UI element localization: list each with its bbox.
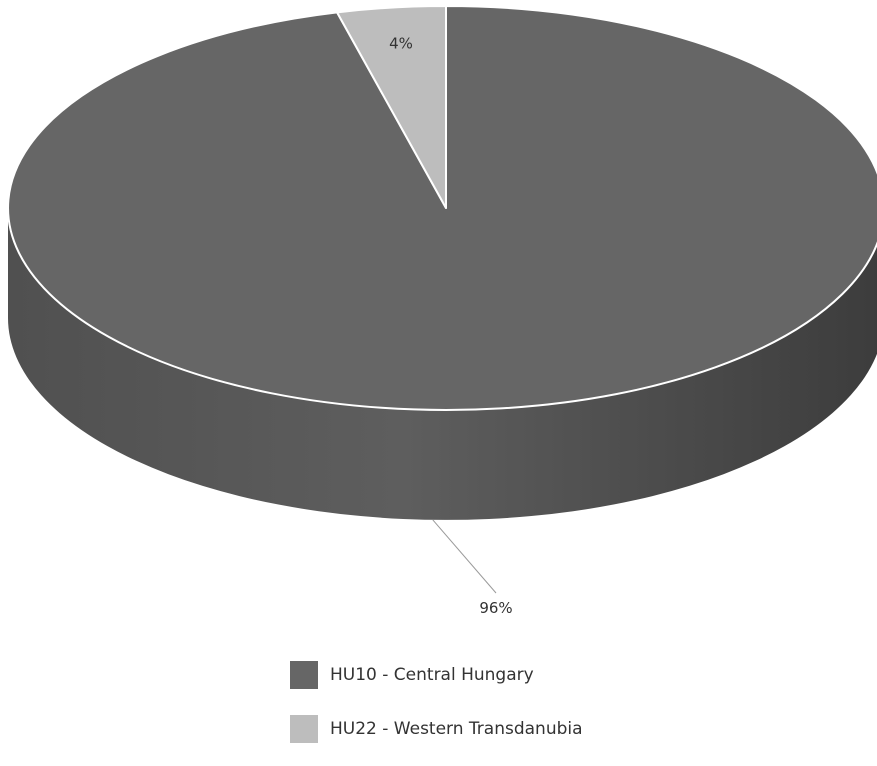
data-label-hu10: 96%: [479, 599, 512, 617]
data-label-hu22: 4%: [389, 35, 413, 53]
legend-swatch-hu22: [290, 715, 318, 743]
legend-label-hu10: HU10 - Central Hungary: [330, 665, 534, 685]
legend-swatch-hu10: [290, 661, 318, 689]
pie-top-face: [8, 6, 877, 410]
leader-line-hu10: [433, 520, 496, 593]
pie-chart: 4% 96%: [0, 0, 877, 744]
legend-item-hu10: HU10 - Central Hungary: [290, 658, 583, 692]
legend-item-hu22: HU22 - Western Transdanubia: [290, 712, 583, 746]
legend-label-hu22: HU22 - Western Transdanubia: [330, 719, 583, 739]
leader-lines: [433, 520, 496, 593]
legend: HU10 - Central Hungary HU22 - Western Tr…: [290, 658, 583, 766]
